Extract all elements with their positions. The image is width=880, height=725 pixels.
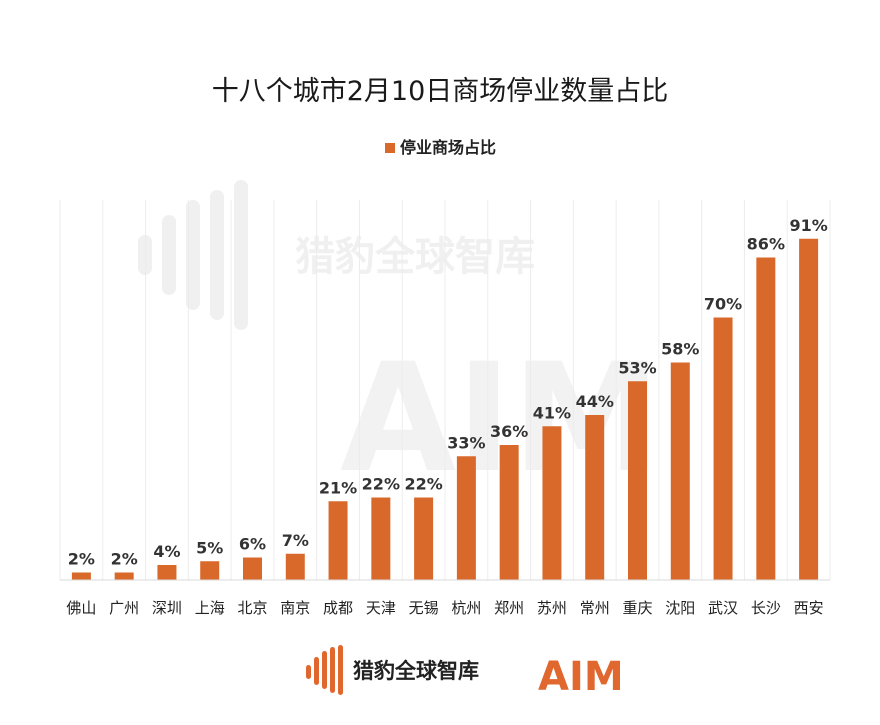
value-label-11: 41%	[533, 403, 571, 422]
footer-brand: 猎豹全球智库 AIM	[306, 645, 624, 700]
category-label-3: 上海	[195, 599, 225, 617]
bar-16	[756, 257, 776, 580]
category-label-13: 重庆	[622, 599, 652, 617]
category-label-9: 杭州	[451, 599, 481, 617]
watermark-text: 猎豹全球智库	[295, 234, 535, 280]
category-label-0: 佛山	[66, 599, 96, 617]
gridlines	[59, 200, 831, 580]
value-label-1: 2%	[111, 550, 138, 569]
aim-logo: AIM	[538, 654, 624, 700]
legend: 停业商场占比	[385, 138, 496, 157]
footer-logo-icon	[306, 645, 343, 695]
category-label-6: 成都	[323, 599, 353, 617]
legend-label: 停业商场占比	[400, 138, 496, 157]
value-label-8: 22%	[404, 475, 442, 494]
value-label-10: 36%	[490, 422, 528, 441]
bar-3	[200, 561, 220, 580]
value-labels: 2% 2% 4% 5% 6% 7% 21% 22% 22% 33% 36% 41% 44%53% 58% 7…	[68, 216, 828, 569]
bar-10	[499, 445, 519, 580]
category-label-2: 深圳	[152, 599, 182, 617]
category-label-15: 武汉	[708, 599, 738, 617]
value-label-6: 21%	[319, 478, 357, 497]
value-label-13: 53%	[618, 358, 656, 377]
category-label-17: 西安	[794, 599, 824, 617]
watermark: 猎豹全球智库 AIM	[138, 180, 661, 506]
value-label-14: 58%	[661, 340, 699, 359]
category-label-12: 常州	[580, 599, 610, 617]
category-label-16: 长沙	[751, 599, 781, 617]
category-label-7: 天津	[366, 599, 396, 617]
bar-2	[157, 565, 177, 580]
bar-15	[713, 317, 733, 580]
value-label-17: 91%	[789, 216, 827, 235]
category-label-1: 广州	[109, 599, 139, 617]
value-label-7: 22%	[362, 475, 400, 494]
value-label-16: 86%	[747, 235, 785, 254]
chart-title: 十八个城市2月10日商场停业数量占比	[212, 76, 669, 107]
value-label-2: 4%	[153, 542, 180, 561]
value-label-3: 5%	[196, 538, 223, 557]
category-label-4: 北京	[237, 599, 267, 617]
bar-5	[285, 553, 305, 580]
category-label-5: 南京	[280, 599, 310, 617]
bar-17	[799, 238, 819, 580]
bar-0	[71, 572, 91, 580]
bar-12	[585, 415, 605, 580]
category-label-10: 郑州	[494, 599, 524, 617]
value-label-15: 70%	[704, 295, 742, 314]
bar-1	[114, 572, 134, 580]
category-label-11: 苏州	[537, 599, 567, 617]
bar-8	[414, 497, 434, 580]
bar-6	[328, 501, 348, 580]
bar-7	[371, 497, 391, 580]
bar-11	[542, 426, 562, 580]
value-label-12: 44%	[576, 392, 614, 411]
category-labels: 佛山 广州 深圳 上海 北京 南京 成都 天津 无锡 杭州 郑州 苏州 常州 重庆 沈阳 武汉 长沙 西安	[66, 599, 823, 617]
value-label-0: 2%	[68, 550, 95, 569]
bars	[71, 238, 819, 580]
legend-swatch	[385, 143, 395, 153]
value-label-9: 33%	[447, 433, 485, 452]
value-label-5: 7%	[282, 531, 309, 550]
category-label-8: 无锡	[409, 599, 439, 617]
bar-4	[243, 557, 262, 580]
category-label-14: 沈阳	[665, 599, 695, 617]
bar-14	[670, 362, 690, 580]
bar-9	[456, 456, 476, 580]
bar-13	[628, 381, 647, 580]
watermark-logo-icon	[138, 180, 248, 330]
footer-brand-text: 猎豹全球智库	[353, 659, 479, 683]
value-label-4: 6%	[239, 535, 266, 554]
